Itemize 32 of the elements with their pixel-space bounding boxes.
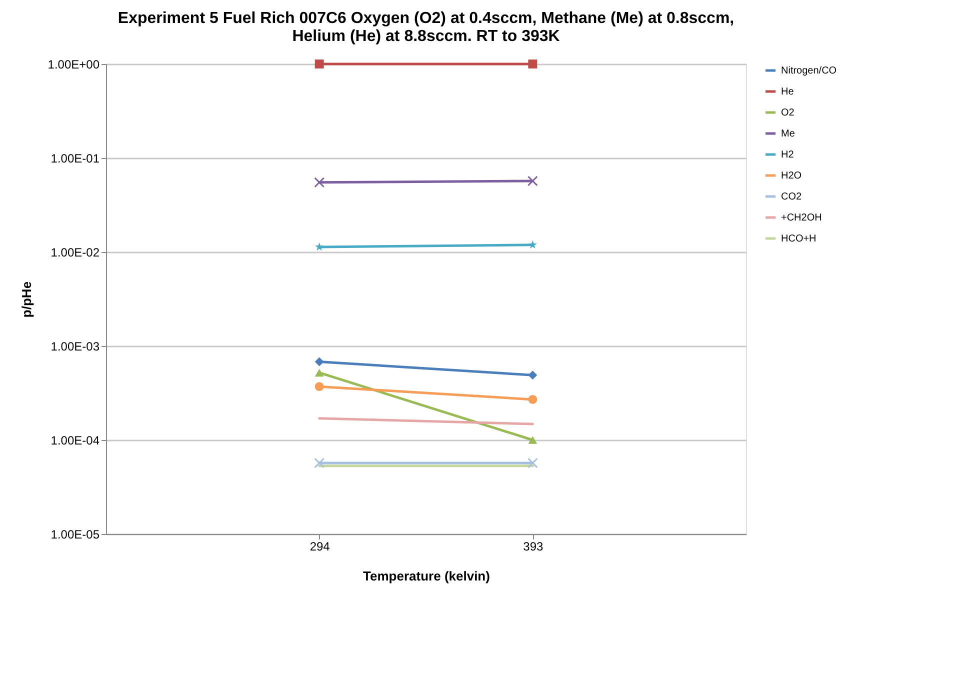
point	[528, 394, 538, 404]
point	[527, 458, 538, 468]
y-tick-label: 1.00E-05	[50, 528, 100, 542]
legend-label: HCO+H	[781, 234, 816, 244]
point	[314, 382, 324, 392]
point	[528, 370, 538, 380]
legend-label: He	[781, 86, 794, 98]
legend-label: H2	[781, 150, 794, 160]
legend-label: CO2	[781, 192, 802, 202]
legend-label: H2O	[781, 170, 802, 182]
legend-label: Nitrogen/CO	[781, 66, 837, 76]
legend-label: O2	[781, 108, 795, 118]
point	[314, 177, 325, 188]
y-tick-label: 1.00E-02	[50, 246, 100, 260]
point	[315, 242, 324, 251]
chart-title: Experiment 5 Fuel Rich 007C6 Oxygen (O2) at 0.4sccm, Methane (Me) at 0.8sccm, Helium (He) at 8.8sccm. RT to 393K	[118, 10, 734, 45]
legend-label: Me	[781, 128, 796, 140]
y-tick-label: 1.00E-01	[50, 152, 100, 166]
x-tick-label: 393	[523, 540, 544, 554]
point	[314, 458, 325, 468]
x-axis-title: Temperature (kelvin)	[363, 568, 490, 584]
y-tick-label: 1.00E+00	[48, 58, 100, 72]
y-tick-label: 1.00E-04	[50, 434, 100, 448]
point	[314, 60, 324, 68]
legend-label: +CH2OH	[781, 212, 822, 224]
point	[528, 240, 537, 249]
point	[528, 60, 538, 68]
y-axis-title: p/pHe	[18, 281, 34, 318]
y-tick-label: 1.00E-03	[50, 340, 100, 354]
x-tick-label: 294	[310, 540, 330, 554]
point	[314, 357, 324, 366]
point	[527, 176, 538, 186]
